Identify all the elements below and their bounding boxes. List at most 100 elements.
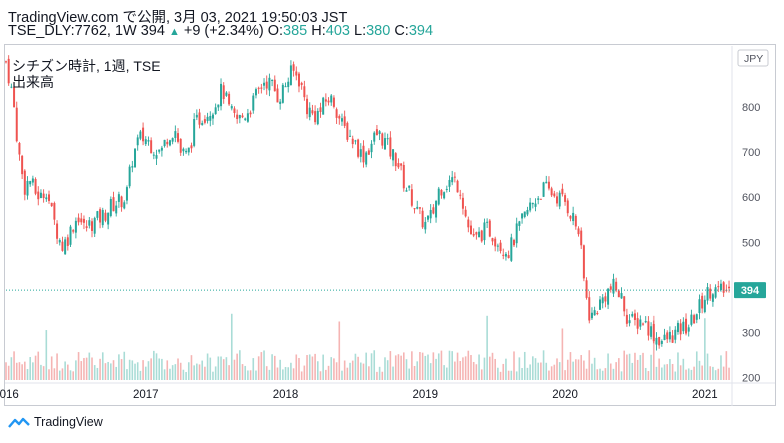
candle-body — [577, 228, 580, 235]
candle-body — [150, 140, 153, 154]
x-tick-label: 2016 — [0, 389, 19, 401]
candle-body — [349, 135, 352, 137]
volume-bar — [56, 353, 58, 380]
volume-bar — [421, 352, 424, 380]
volume-bar — [542, 350, 545, 380]
candle-body — [303, 86, 306, 98]
candle-body — [424, 221, 427, 230]
candle-body — [537, 198, 540, 200]
candle-body — [413, 208, 416, 210]
candle-body — [163, 139, 166, 147]
candle-body — [631, 313, 634, 317]
y-tick-label: 300 — [742, 328, 760, 340]
candle-body — [526, 209, 529, 215]
currency-box[interactable] — [737, 49, 769, 67]
volume-bar — [351, 360, 354, 380]
volume-bar — [370, 353, 373, 380]
candle-body — [252, 95, 255, 111]
volume-bar — [144, 366, 147, 380]
volume-bar — [190, 355, 193, 380]
candle-body — [722, 282, 725, 293]
candle-body — [599, 299, 602, 310]
candle-body — [459, 194, 462, 196]
volume-bar — [580, 355, 583, 380]
volume-bar — [596, 369, 599, 380]
candle-body — [241, 115, 244, 118]
footer-brand[interactable]: TradingView — [8, 415, 103, 429]
volume-bar — [298, 357, 300, 380]
close-value: 394 — [408, 23, 434, 39]
volume-bar — [69, 370, 72, 380]
volume-bar — [7, 365, 10, 380]
candle-body — [297, 73, 300, 87]
volume-bar — [322, 354, 324, 380]
candle-body — [120, 196, 123, 208]
candle-body — [211, 114, 214, 119]
volume-bar — [669, 359, 671, 380]
volume-bar — [661, 367, 663, 380]
volume-bar — [537, 362, 539, 380]
candle-body — [338, 116, 341, 119]
candle-body — [5, 61, 7, 63]
volume-bar — [287, 367, 290, 380]
volume-bar — [631, 362, 634, 380]
volume-bar — [456, 352, 459, 380]
volume-bar — [558, 362, 561, 380]
candle-body — [50, 202, 53, 207]
candle-body — [287, 81, 290, 87]
candle-body — [502, 254, 505, 256]
candle-body — [666, 332, 669, 340]
volume-bar — [338, 321, 341, 380]
volume-bar — [147, 361, 150, 380]
candle-body — [109, 199, 112, 216]
volume-bar — [341, 370, 343, 380]
candle-body — [96, 211, 99, 218]
candle-body — [585, 280, 588, 298]
volume-bar — [155, 353, 158, 380]
volume-bar — [112, 360, 115, 380]
volume-bar — [717, 368, 720, 380]
volume-bar — [674, 371, 677, 380]
candle-body — [152, 154, 155, 156]
candle-body — [572, 212, 575, 222]
candle-body — [311, 110, 314, 114]
volume-bar — [354, 353, 357, 380]
volume-bar — [706, 353, 709, 380]
candle-body — [461, 197, 464, 209]
candle-body — [405, 190, 408, 192]
candle-body — [206, 116, 209, 122]
volume-legend: 出来高 — [12, 74, 54, 90]
candle-body — [373, 132, 376, 142]
volume-bar — [346, 367, 349, 380]
volume-bar — [214, 366, 217, 380]
volume-bar — [308, 354, 311, 380]
volume-bar — [671, 363, 674, 380]
volume-bar — [448, 350, 451, 380]
volume-bar — [429, 363, 432, 380]
candle-body — [717, 286, 720, 288]
candle-body — [590, 312, 593, 319]
volume-bar — [34, 355, 37, 380]
volume-bar — [381, 371, 384, 380]
volume-bar — [282, 369, 284, 380]
volume-bar — [18, 362, 21, 380]
volume-bar — [233, 359, 236, 380]
candle-body — [561, 188, 564, 195]
candle-body — [88, 220, 91, 226]
candle-body — [166, 141, 169, 145]
candle-body — [39, 192, 42, 199]
volume-bar — [701, 365, 703, 380]
volume-bar — [376, 371, 378, 380]
volume-bar — [177, 358, 179, 380]
high-value: 403 — [325, 23, 350, 39]
volume-bar — [359, 362, 362, 380]
volume-bar — [620, 371, 623, 380]
volume-bar — [198, 364, 201, 380]
volume-bar — [599, 368, 601, 380]
volume-bar — [91, 357, 93, 380]
volume-bar — [556, 358, 558, 380]
volume-bar — [225, 357, 228, 380]
candle-body — [593, 310, 596, 316]
volume-bar — [239, 350, 241, 380]
